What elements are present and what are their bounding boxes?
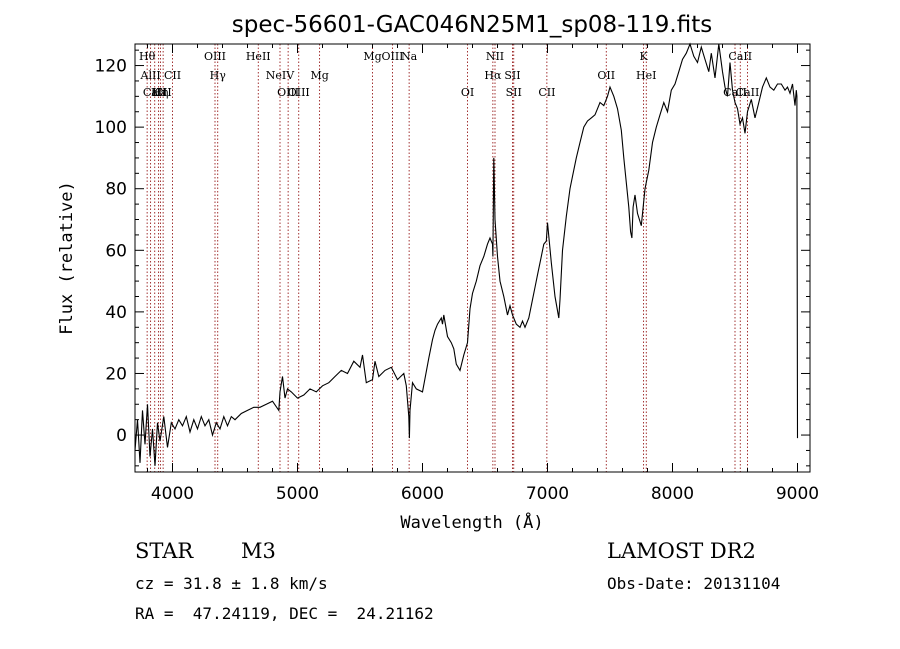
redshift-velocity: cz = 31.8 ± 1.8 km/s: [135, 574, 328, 593]
y-tick-label-0: 0: [116, 426, 127, 446]
x-tick-label-4000: 4000: [151, 484, 194, 504]
x-tick-label-9000: 9000: [776, 484, 819, 504]
coordinates: RA = 47.24119, DEC = 24.21162: [135, 604, 434, 623]
line-label-6: CII: [164, 69, 181, 82]
line-label-23: OII: [597, 69, 615, 82]
x-tick-label-8000: 8000: [651, 484, 694, 504]
line-label-13: Mg: [310, 69, 328, 82]
line-label-1: AlII: [140, 69, 161, 82]
line-label-27: CaII: [723, 86, 747, 99]
y-tick-label-40: 40: [105, 303, 127, 323]
object-class: STAR: [135, 539, 194, 563]
y-axis-label: Flux (relative): [57, 181, 77, 335]
y-tick-label-20: 20: [105, 364, 127, 384]
line-label-22: CII: [538, 86, 555, 99]
line-label-5: CII: [155, 86, 172, 99]
line-label-9: HeII: [246, 50, 271, 63]
line-label-19: Hα: [484, 69, 502, 82]
y-tick-label-80: 80: [105, 180, 127, 200]
x-axis-label: Wavelength (Å): [400, 511, 543, 533]
line-label-8: Hγ: [210, 69, 227, 82]
line-label-10: NeIV: [266, 69, 295, 82]
line-label-14: Mg: [363, 50, 381, 63]
spectral-line-markers: [146, 44, 748, 472]
object-subclass: M3: [241, 539, 276, 563]
spectrum-line: [134, 42, 799, 466]
line-label-24: K: [640, 50, 649, 63]
line-label-28: CaII: [736, 86, 760, 99]
survey-name: LAMOST DR2: [607, 539, 756, 563]
line-label-17: OI: [461, 86, 474, 99]
x-tick-label-7000: 7000: [526, 484, 569, 504]
y-tick-label-60: 60: [105, 241, 127, 261]
line-label-25: HeI: [636, 69, 656, 82]
y-tick-label-100: 100: [95, 118, 127, 138]
line-label-4: Hη: [152, 86, 168, 99]
observation-date: Obs-Date: 20131104: [607, 574, 781, 593]
plot-frame: [134, 43, 811, 473]
line-label-11: OIII: [277, 86, 299, 99]
line-label-20: SII: [504, 69, 520, 82]
chart-title: spec-56601-GAC046N25M1_sp08-119.fits: [232, 12, 712, 38]
x-axis-ticks: 4000 5000 6000 7000 8000 9000: [147, 44, 819, 504]
x-tick-label-6000: 6000: [401, 484, 444, 504]
line-label-15: OIII: [381, 50, 403, 63]
line-label-18: NII: [486, 50, 504, 63]
line-label-0: Hθ: [139, 50, 156, 63]
line-label-21: SII: [506, 86, 522, 99]
line-label-7: OIII: [204, 50, 226, 63]
line-label-12: OIII: [288, 86, 310, 99]
y-axis-ticks: 0 20 40 60 80 100 120: [95, 49, 810, 467]
line-label-2: CaII: [143, 86, 167, 99]
line-label-3: Hε: [151, 86, 167, 99]
line-label-26: CaII: [728, 50, 752, 63]
spectral-line-labels: HθAlIICaIIHεHηCIICIIOIIIHγHeIINeIVOIIIOI…: [139, 50, 759, 99]
y-tick-label-120: 120: [95, 57, 127, 77]
x-tick-label-5000: 5000: [276, 484, 319, 504]
line-label-16: Na: [401, 50, 418, 63]
